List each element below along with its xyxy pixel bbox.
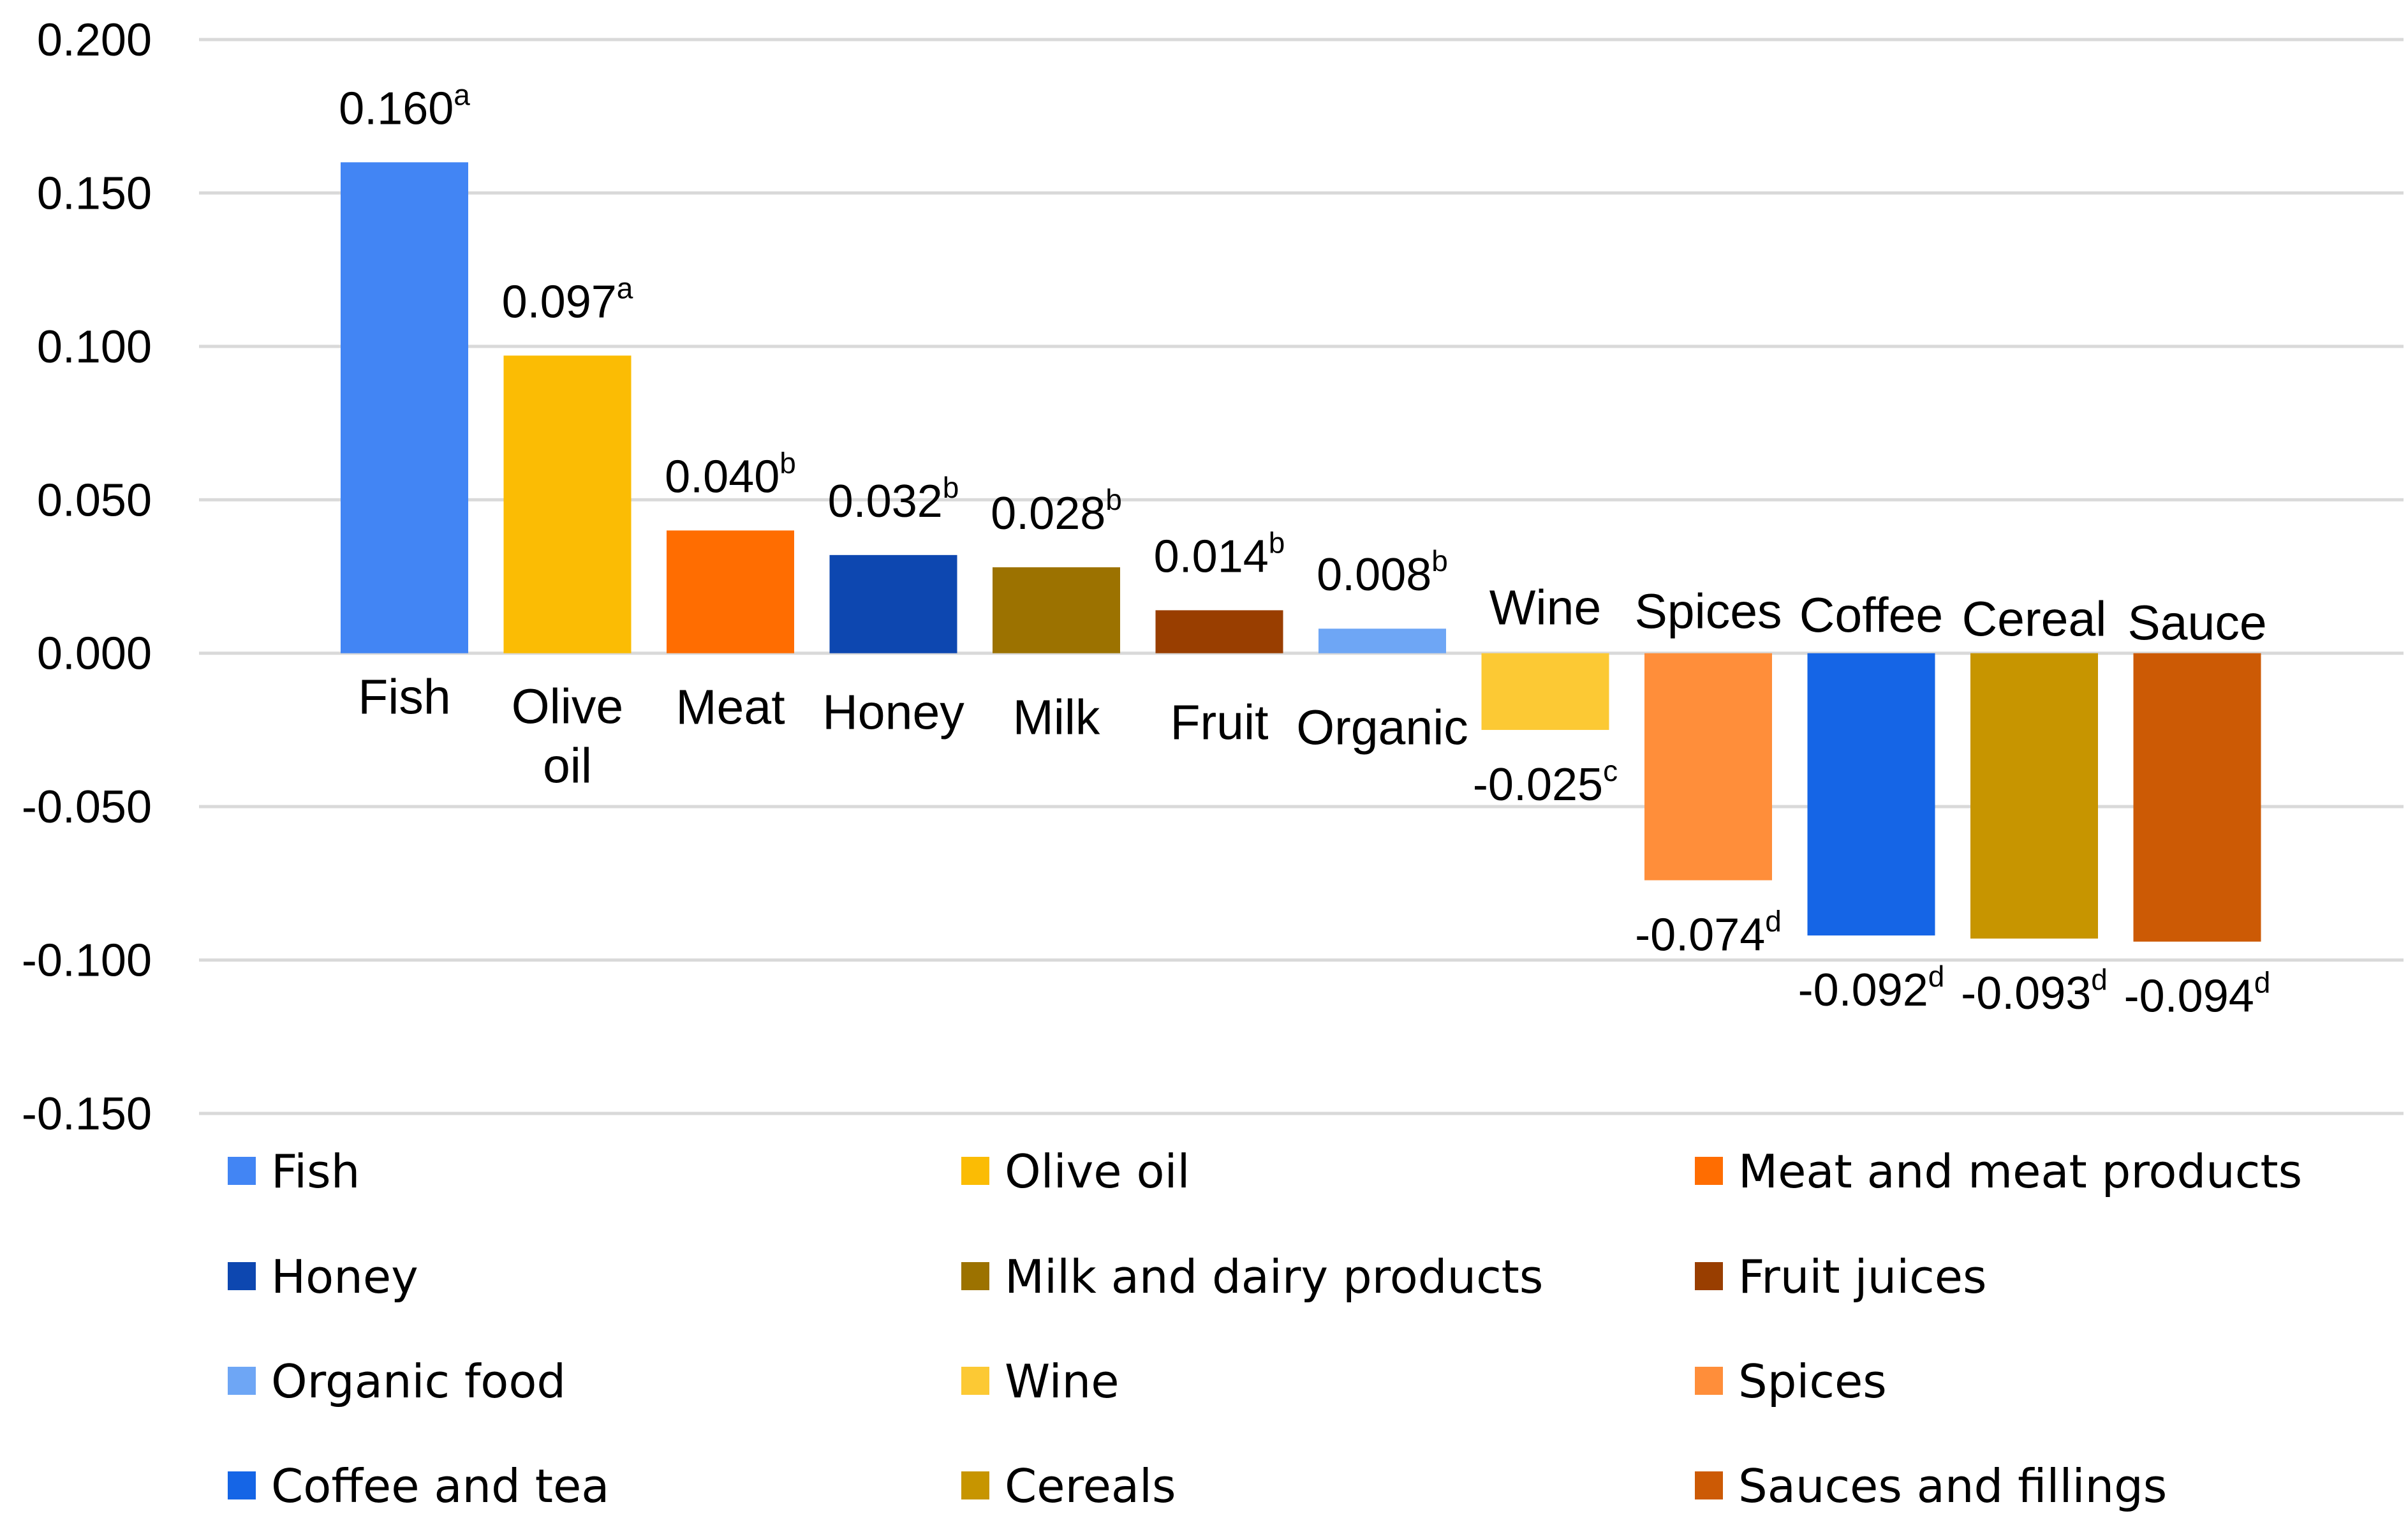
category-label: Wine <box>1489 581 1601 636</box>
category-label: Milk <box>1013 690 1100 745</box>
y-tick-label: 0.150 <box>37 168 152 219</box>
bar-coffee <box>1807 653 1935 936</box>
legend-item[interactable]: Honey <box>228 1250 418 1304</box>
legend-label: Fish <box>271 1145 360 1198</box>
data-labels: 0.160a 0.097a 0.040b 0.032b 0.028b 0.014b 0.00… <box>339 78 2270 1022</box>
legend-swatch <box>228 1262 256 1290</box>
y-tick-label: 0.200 <box>37 15 152 66</box>
data-label: 0.028b <box>991 483 1122 539</box>
bar-milk <box>993 567 1120 653</box>
legend-item[interactable]: Milk and dairy products <box>961 1250 1543 1304</box>
data-label: -0.094d <box>2124 966 2271 1022</box>
y-tick-label: -0.150 <box>22 1089 152 1140</box>
bar-olive-oil <box>503 355 632 653</box>
legend-label: Organic food <box>271 1355 566 1408</box>
category-label: Sauce <box>2127 596 2266 651</box>
data-label: 0.014b <box>1154 526 1285 582</box>
y-tick-label: -0.050 <box>22 782 152 833</box>
y-tick-label: 0.050 <box>37 475 152 526</box>
legend-label: Honey <box>271 1250 418 1304</box>
y-tick-label: 0.100 <box>37 322 152 373</box>
bar-spices <box>1644 653 1772 881</box>
category-label: Honey <box>822 685 964 740</box>
legend-swatch <box>1695 1262 1723 1290</box>
legend-item[interactable]: Olive oil <box>961 1145 1190 1198</box>
legend[interactable]: Fish Olive oil Meat and meat products Honey… <box>228 1145 2302 1513</box>
category-label: Fruit <box>1171 696 1269 750</box>
bar-sauce <box>2133 653 2261 942</box>
data-label: 0.040b <box>665 446 796 502</box>
data-label: 0.032b <box>828 471 959 527</box>
data-label: 0.097a <box>502 271 633 327</box>
legend-item[interactable]: Cereals <box>961 1459 1176 1513</box>
legend-item[interactable]: Fish <box>228 1145 360 1198</box>
category-label: Meat <box>676 680 785 735</box>
legend-swatch <box>961 1367 989 1395</box>
bar-meat <box>667 530 794 653</box>
category-label: Coffee <box>1799 588 1943 643</box>
data-label: -0.093d <box>1961 963 2108 1019</box>
bar-fish <box>341 162 468 653</box>
bar-fruit <box>1155 610 1283 653</box>
category-label: Fish <box>358 670 450 725</box>
category-label: Spices <box>1634 584 1782 639</box>
category-label: Olive oil <box>512 680 623 794</box>
data-label: 0.160a <box>339 78 470 134</box>
bar-wine <box>1481 653 1609 730</box>
legend-swatch <box>961 1157 989 1185</box>
bar-honey <box>829 554 957 653</box>
category-labels: Fish Olive oil Meat Honey Milk Fruit Organic Win… <box>358 581 2266 794</box>
legend-item[interactable]: Organic food <box>228 1355 566 1408</box>
legend-item[interactable]: Coffee and tea <box>228 1459 609 1513</box>
y-tick-label: 0.000 <box>37 629 152 680</box>
legend-swatch <box>1695 1157 1723 1185</box>
y-axis-tick-labels: 0.200 0.150 0.100 0.050 0.000 -0.050 -0.100 -0.… <box>22 15 152 1140</box>
legend-item[interactable]: Spices <box>1695 1355 1887 1408</box>
legend-label: Fruit juices <box>1738 1250 1987 1304</box>
legend-label: Coffee and tea <box>271 1459 609 1513</box>
legend-swatch <box>961 1262 989 1290</box>
legend-label: Milk and dairy products <box>1005 1250 1543 1304</box>
legend-label: Meat and meat products <box>1738 1145 2302 1198</box>
data-label: -0.025c <box>1473 754 1618 810</box>
legend-swatch <box>228 1157 256 1185</box>
legend-swatch <box>1695 1367 1723 1395</box>
legend-label: Wine <box>1005 1355 1119 1408</box>
bar-organic <box>1318 629 1446 653</box>
bar-cereal <box>1970 653 2098 939</box>
category-label: Cereal <box>1962 592 2107 647</box>
legend-label: Sauces and fillings <box>1738 1459 2167 1513</box>
legend-label: Olive oil <box>1005 1145 1190 1198</box>
legend-label: Spices <box>1738 1355 1887 1408</box>
legend-item[interactable]: Meat and meat products <box>1695 1145 2302 1198</box>
legend-swatch <box>228 1471 256 1499</box>
legend-item[interactable]: Wine <box>961 1355 1119 1408</box>
data-label: 0.008b <box>1317 544 1448 600</box>
y-tick-label: -0.100 <box>22 935 152 986</box>
legend-label: Cereals <box>1005 1459 1176 1513</box>
legend-item[interactable]: Sauces and fillings <box>1695 1459 2167 1513</box>
bars <box>341 162 2261 942</box>
legend-swatch <box>228 1367 256 1395</box>
category-label: Organic <box>1296 701 1468 755</box>
legend-swatch <box>1695 1471 1723 1499</box>
legend-swatch <box>961 1471 989 1499</box>
legend-item[interactable]: Fruit juices <box>1695 1250 1987 1304</box>
data-label: -0.092d <box>1798 960 1945 1016</box>
data-label: -0.074d <box>1635 905 1782 961</box>
